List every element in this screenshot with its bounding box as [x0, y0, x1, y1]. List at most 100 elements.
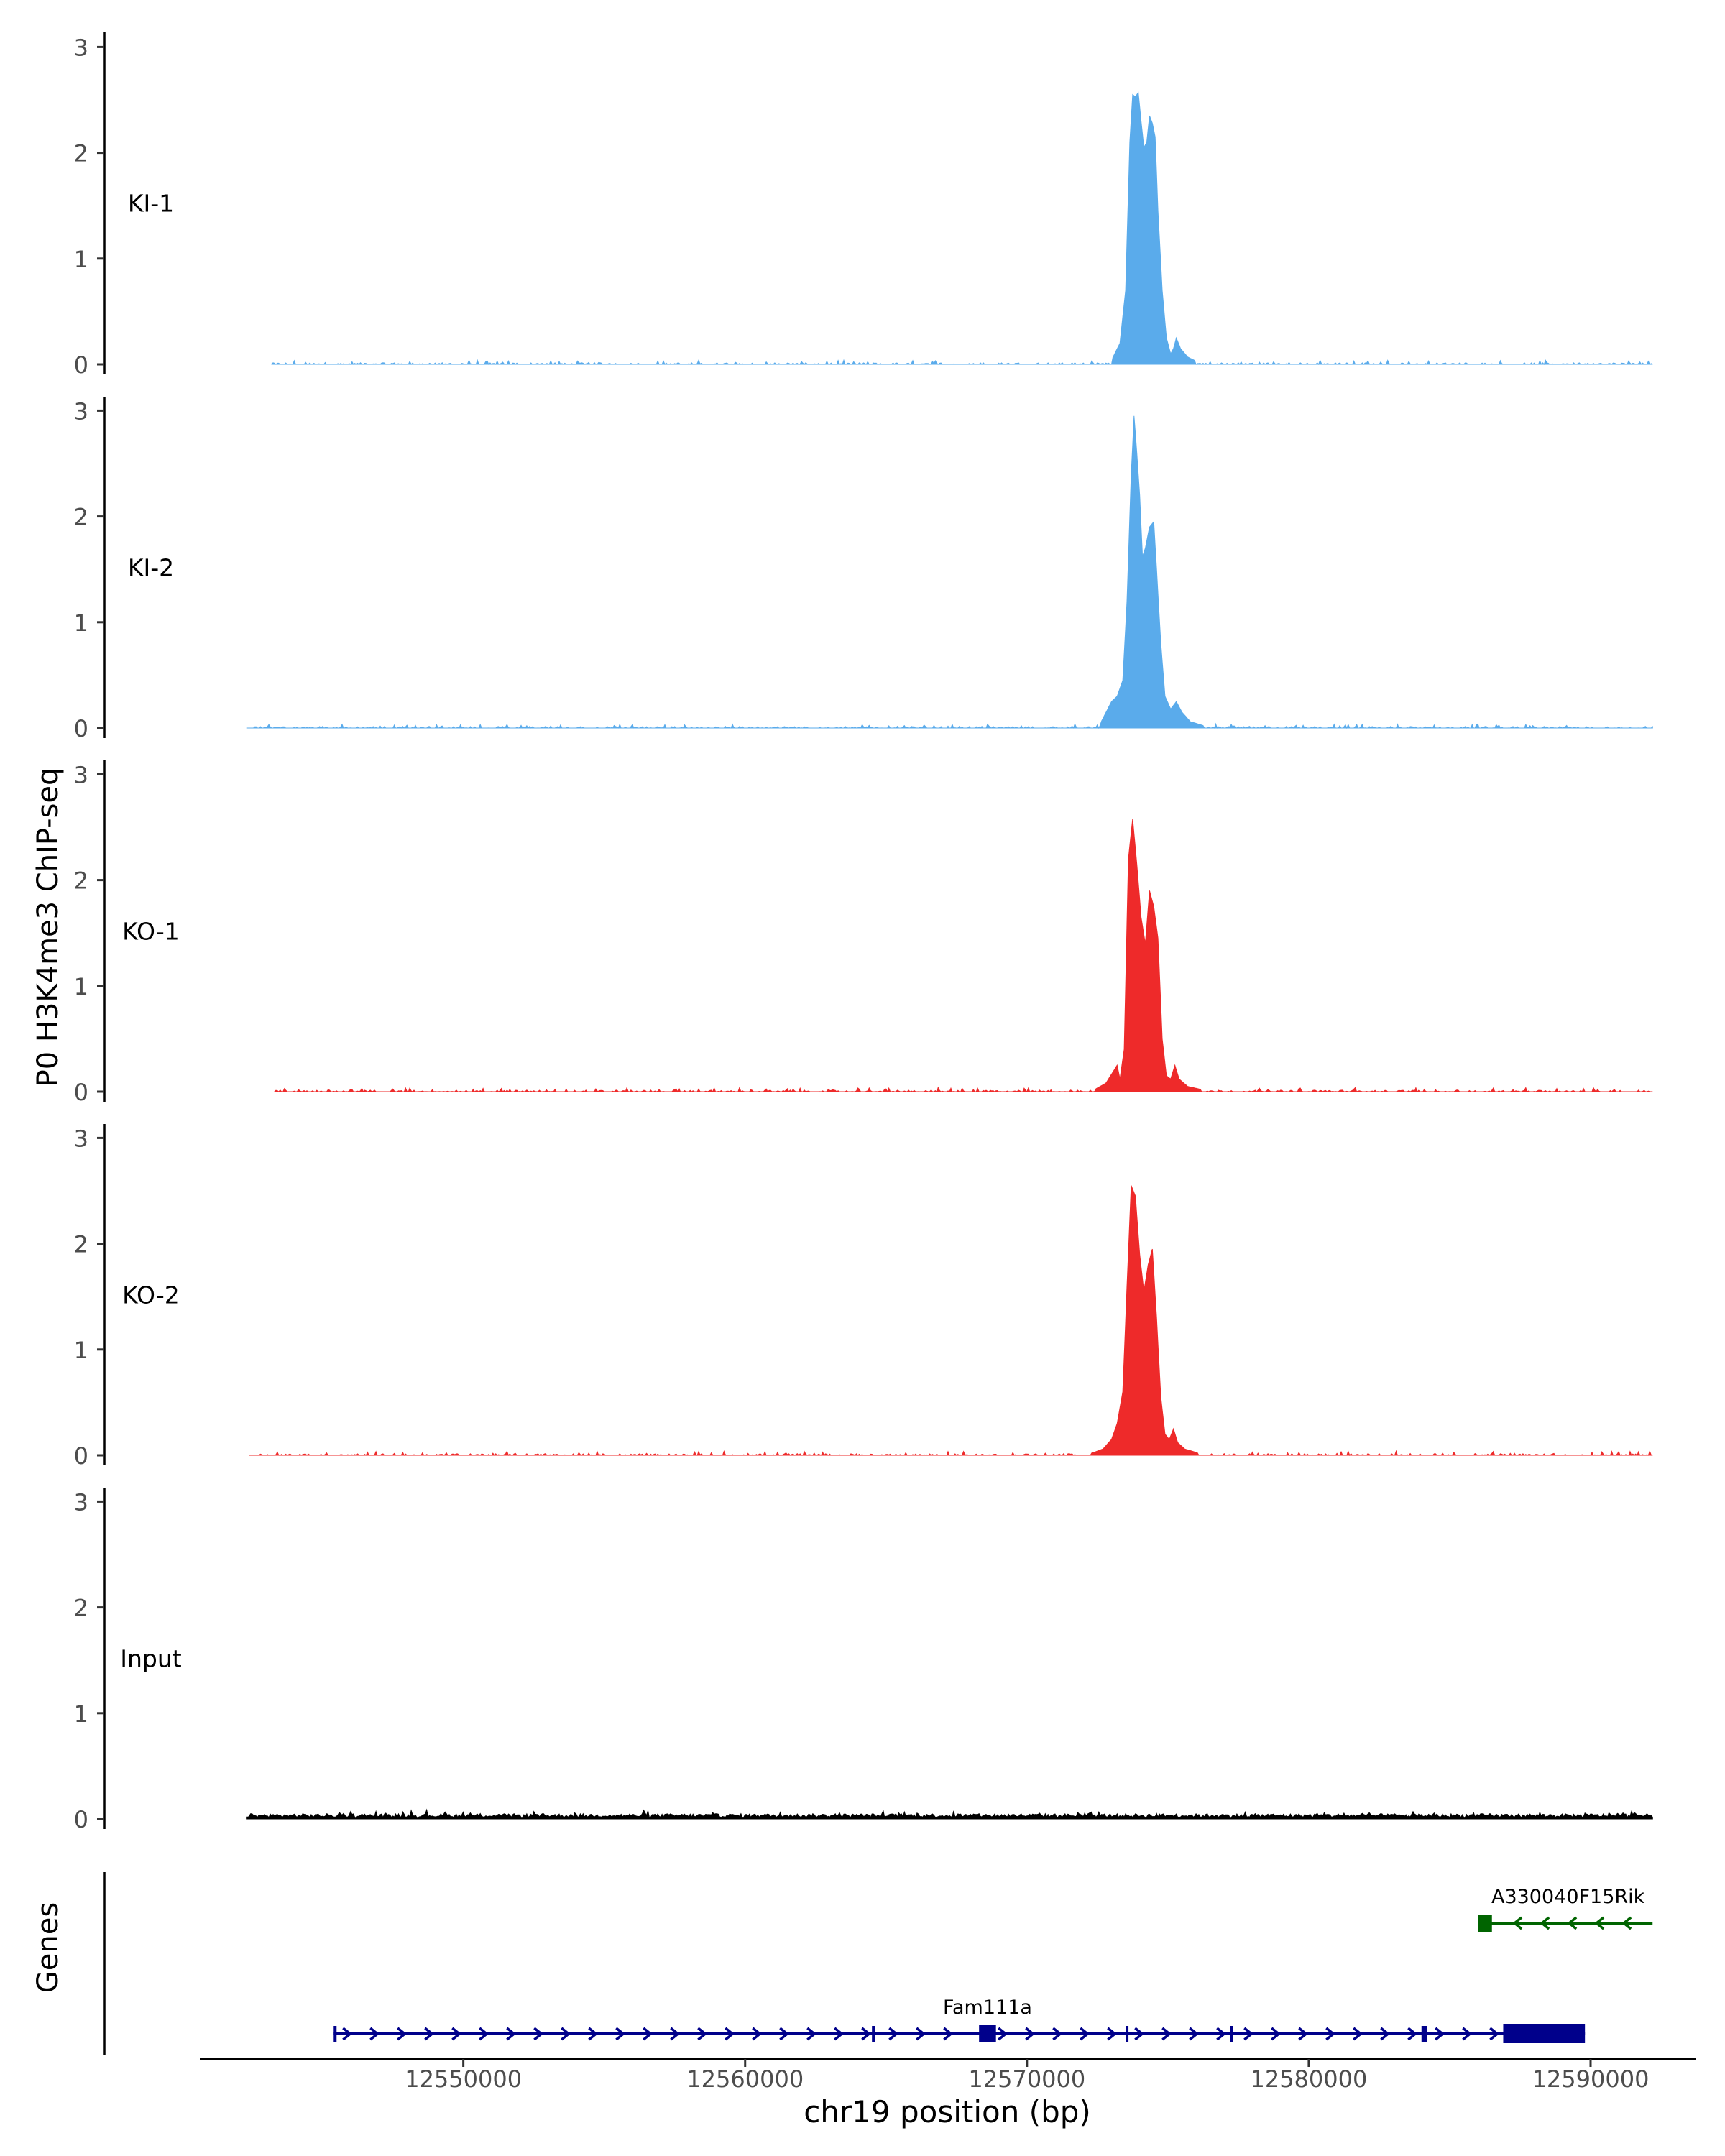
y-tick-label: 3	[74, 1125, 88, 1152]
track-label: KI-2	[128, 554, 174, 582]
x-axis: 12550000 12560000 12570000 12580000 12590000	[200, 2058, 1696, 2093]
y-tick-label: 3	[74, 761, 88, 788]
strand-arrow	[1462, 2027, 1473, 2041]
x-tick-label: 12590000	[1532, 2065, 1650, 2093]
strand-arrow	[561, 2027, 571, 2041]
strand-arrow	[724, 2027, 735, 2041]
x-tick-label: 12580000	[1250, 2065, 1367, 2093]
strand-arrow	[697, 2027, 708, 2041]
strand-arrow	[1380, 2027, 1391, 2041]
strand-arrow	[1407, 2027, 1418, 2041]
strand-arrow	[998, 2027, 1008, 2041]
strand-arrow	[1622, 1916, 1632, 1930]
strand-arrow	[1489, 2027, 1500, 2041]
track-input: 0 1 2 3 Input	[74, 1488, 1653, 1833]
y-tick-label: 1	[74, 973, 88, 1000]
gene-fam111a: Fam111a	[334, 1996, 1586, 2043]
strand-arrow	[1080, 2027, 1090, 2041]
y-tick-label: 3	[74, 1488, 88, 1516]
strand-arrow	[943, 2027, 954, 2041]
strand-arrow	[779, 2027, 790, 2041]
strand-arrow	[588, 2027, 599, 2041]
strand-arrow	[479, 2027, 489, 2041]
strand-arrow	[916, 2027, 926, 2041]
y-tick-label: 2	[74, 1595, 88, 1622]
track-ki-1: 0 1 2 3 KI-1	[74, 32, 1653, 379]
strand-arrow	[397, 2027, 408, 2041]
exon	[872, 2026, 875, 2042]
strand-arrow	[1216, 2027, 1227, 2041]
genes-axis-label: Genes	[32, 1902, 65, 1993]
x-tick-label: 12560000	[686, 2065, 804, 2093]
track-ko-2: 0 1 2 3 KO-2	[74, 1124, 1653, 1470]
strand-arrow	[1435, 2027, 1445, 2041]
track-label: KI-1	[128, 190, 174, 218]
strand-arrow	[1353, 2027, 1363, 2041]
x-tick-label: 12550000	[405, 2065, 522, 2093]
signal-area	[246, 415, 1653, 729]
y-tick-label: 1	[74, 246, 88, 273]
strand-arrow	[670, 2027, 681, 2041]
strand-arrow	[806, 2027, 817, 2041]
exon	[1230, 2026, 1233, 2042]
y-tick-label: 3	[74, 34, 88, 61]
track-label: KO-1	[122, 918, 180, 946]
gene-a330040f15rik: A330040F15Rik	[1478, 1886, 1653, 1932]
exon	[1478, 1915, 1492, 1932]
strand-arrow	[615, 2027, 626, 2041]
strand-arrow	[1162, 2027, 1172, 2041]
strand-arrow	[1025, 2027, 1036, 2041]
strand-arrow	[1134, 2027, 1145, 2041]
genes-panel: Fam111a A330040F15Rik	[103, 1872, 1653, 2055]
y-axis-label: P0 H3K4me3 ChIP-seq	[32, 768, 65, 1087]
track-label: KO-2	[122, 1281, 180, 1309]
y-tick-label: 0	[74, 1806, 88, 1833]
strand-arrow	[1567, 1916, 1578, 1930]
exon	[1126, 2026, 1129, 2042]
tracks-layer: 0 1 2 3 KI-1 0 1 2 3 KI-2 0 1 2 3 KO-1 0 1 2 3 KO-2 0 1 2 3 Inpu…	[74, 32, 1653, 1833]
signal-area	[246, 1808, 1653, 1820]
track-label: Input	[120, 1645, 182, 1673]
y-tick-label: 2	[74, 504, 88, 531]
strand-arrow	[861, 2027, 872, 2041]
y-tick-label: 1	[74, 1337, 88, 1364]
y-tick-label: 2	[74, 867, 88, 895]
signal-area	[271, 91, 1653, 365]
y-tick-label: 0	[74, 1079, 88, 1106]
exon	[334, 2026, 337, 2042]
strand-arrow	[1052, 2027, 1063, 2041]
exon	[979, 2025, 996, 2042]
strand-arrow	[533, 2027, 544, 2041]
strand-arrow	[1243, 2027, 1254, 2041]
strand-arrow	[834, 2027, 845, 2041]
track-ko-1: 0 1 2 3 KO-1	[74, 760, 1653, 1106]
y-tick-label: 0	[74, 715, 88, 742]
strand-arrow	[643, 2027, 653, 2041]
strand-arrow	[888, 2027, 899, 2041]
strand-arrow	[1512, 1916, 1523, 1930]
strand-arrow	[451, 2027, 462, 2041]
signal-area	[249, 1185, 1653, 1456]
y-tick-label: 0	[74, 1442, 88, 1470]
track-ki-2: 0 1 2 3 KI-2	[74, 397, 1653, 742]
exon	[1503, 2024, 1586, 2043]
signal-area	[273, 819, 1653, 1093]
y-tick-label: 3	[74, 397, 88, 425]
y-tick-label: 1	[74, 609, 88, 637]
strand-arrow	[506, 2027, 517, 2041]
strand-arrow	[1540, 1916, 1550, 1930]
strand-arrow	[1298, 2027, 1309, 2041]
strand-arrow	[752, 2027, 763, 2041]
strand-arrow	[1189, 2027, 1200, 2041]
strand-arrow	[1107, 2027, 1118, 2041]
y-tick-label: 1	[74, 1700, 88, 1728]
exon	[1421, 2026, 1427, 2042]
strand-arrow	[424, 2027, 435, 2041]
y-tick-label: 2	[74, 140, 88, 167]
strand-arrow	[1271, 2027, 1282, 2041]
y-tick-label: 0	[74, 351, 88, 379]
x-axis-label: chr19 position (bp)	[804, 2094, 1091, 2129]
gene-name-label: Fam111a	[943, 1996, 1032, 2019]
strand-arrow	[342, 2027, 353, 2041]
